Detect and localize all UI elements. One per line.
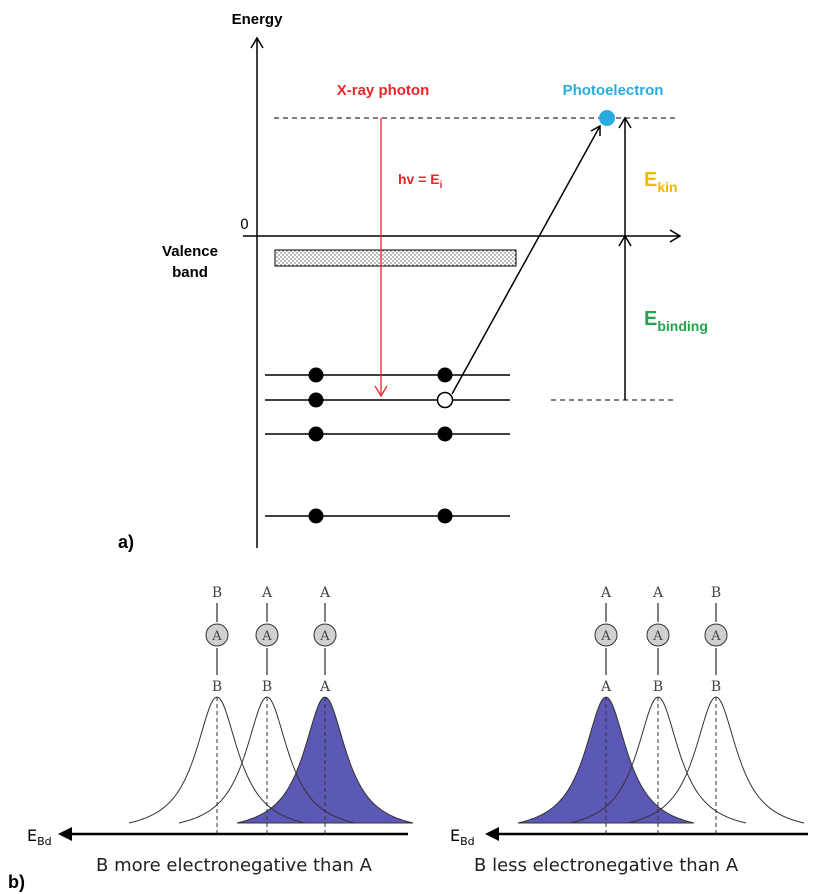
substituent-top-label: B [212, 585, 222, 601]
right-axis-label: EBd [450, 826, 475, 848]
energy-axis-arrowhead [250, 36, 264, 49]
ebinding-arrowhead [618, 234, 632, 247]
electron [437, 508, 453, 524]
substituent-top-label: A [652, 585, 664, 601]
central-atom [313, 623, 337, 647]
substituent-bottom-label: B [711, 679, 721, 695]
central-atom-label: A [319, 629, 330, 644]
right-caption: B less electronegative than A [474, 855, 739, 876]
left-caption: B more electronegative than A [96, 855, 373, 876]
valence-band [274, 249, 517, 267]
photoelectron-label: Photoelectron [563, 82, 664, 99]
valence-label: Valence [162, 243, 218, 260]
electron [437, 426, 453, 442]
electron [437, 367, 453, 383]
substituent-bottom-label: A [600, 679, 612, 695]
photon-energy-label: hv = Ei [398, 171, 443, 191]
right-molecules: A A A A A B B A B [594, 585, 728, 695]
substituent-bottom-label: B [212, 679, 222, 695]
central-atom-label: A [652, 629, 663, 644]
band-label: band [172, 264, 208, 281]
central-atom-label: A [600, 629, 611, 644]
electron [308, 367, 324, 383]
substituent-top-label: B [711, 585, 721, 601]
panel-a-label: a) [118, 532, 134, 552]
electron [308, 426, 324, 442]
zero-line-arrowhead [669, 229, 682, 243]
substituent-bottom-label: B [653, 679, 663, 695]
ebinding-label: Ebinding [644, 308, 708, 334]
left-axis-arrowhead [58, 827, 72, 841]
electron-hole [436, 391, 454, 409]
electron [308, 392, 324, 408]
emission-arrowhead [590, 124, 601, 136]
right-spectrum [517, 696, 805, 834]
energy-axis-label: Energy [232, 11, 284, 28]
panel-b: b) B A B A A B A A A EBd B more electronegative … [8, 585, 808, 892]
panel-a: Energy 0 Valence band X-ray photon hv = … [118, 11, 708, 552]
ekin-label: Ekin [644, 169, 678, 195]
central-atom [594, 623, 618, 647]
left-spectrum [128, 696, 414, 834]
central-atom [205, 623, 229, 647]
central-atom-label: A [710, 629, 721, 644]
xray-photon-label: X-ray photon [337, 82, 430, 99]
substituent-bottom-label: A [319, 679, 331, 695]
central-atom-label: A [261, 629, 272, 644]
ekin-arrowhead [618, 116, 632, 129]
left-molecules: B A B A A B A A A [205, 585, 337, 695]
substituent-bottom-label: B [262, 679, 272, 695]
central-atom [704, 623, 728, 647]
central-atom [255, 623, 279, 647]
emission-arrow [451, 125, 601, 395]
electron [308, 508, 324, 524]
photon-arrowhead [374, 385, 388, 398]
central-atom [646, 623, 670, 647]
substituent-top-label: A [261, 585, 273, 601]
substituent-top-label: A [600, 585, 612, 601]
photoelectron-dot [599, 110, 615, 126]
substituent-top-label: A [319, 585, 331, 601]
panel-b-label: b) [8, 872, 25, 892]
zero-label: 0 [240, 217, 249, 233]
left-axis-label: EBd [27, 826, 52, 848]
right-axis-arrowhead [485, 827, 499, 841]
central-atom-label: A [211, 629, 222, 644]
